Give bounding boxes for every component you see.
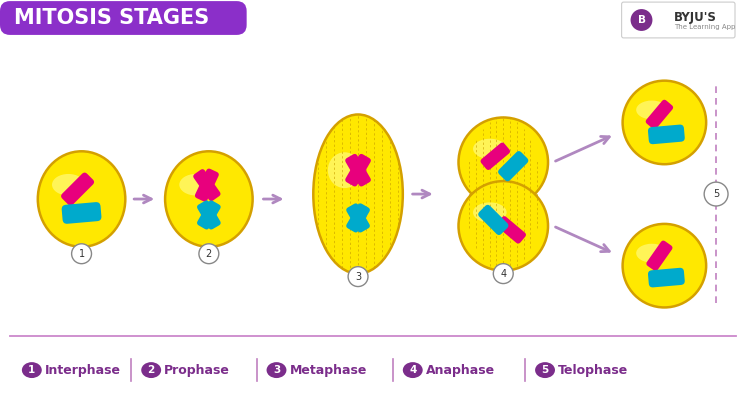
FancyBboxPatch shape [346, 203, 370, 232]
FancyBboxPatch shape [62, 202, 101, 224]
Circle shape [704, 182, 728, 206]
Ellipse shape [636, 244, 668, 263]
Text: 4: 4 [409, 365, 416, 375]
Text: 1: 1 [28, 365, 35, 375]
Ellipse shape [473, 139, 506, 159]
Text: 2: 2 [206, 249, 212, 259]
Ellipse shape [328, 152, 362, 188]
FancyBboxPatch shape [646, 240, 673, 271]
Text: Telophase: Telophase [558, 364, 628, 377]
Text: MITOSIS STAGES: MITOSIS STAGES [14, 8, 209, 28]
FancyBboxPatch shape [646, 100, 674, 129]
Text: 1: 1 [79, 249, 85, 259]
Ellipse shape [636, 101, 668, 119]
Text: 2: 2 [148, 365, 154, 375]
Circle shape [348, 267, 368, 287]
Text: 3: 3 [355, 272, 361, 282]
FancyBboxPatch shape [61, 173, 94, 206]
FancyBboxPatch shape [481, 142, 510, 170]
Ellipse shape [622, 224, 706, 308]
Ellipse shape [165, 151, 253, 247]
Text: 5: 5 [713, 189, 719, 199]
Circle shape [631, 9, 652, 31]
Circle shape [494, 264, 513, 283]
Ellipse shape [266, 362, 286, 378]
Text: BYJU'S: BYJU'S [674, 11, 717, 24]
FancyBboxPatch shape [498, 151, 528, 181]
Ellipse shape [314, 115, 403, 274]
FancyBboxPatch shape [496, 216, 526, 244]
Ellipse shape [458, 181, 548, 271]
Ellipse shape [535, 362, 555, 378]
Ellipse shape [473, 202, 506, 222]
FancyBboxPatch shape [478, 205, 508, 235]
FancyBboxPatch shape [648, 125, 685, 144]
FancyBboxPatch shape [345, 154, 371, 187]
Text: Metaphase: Metaphase [290, 364, 367, 377]
Ellipse shape [52, 174, 85, 196]
Ellipse shape [38, 151, 125, 247]
FancyBboxPatch shape [194, 169, 220, 201]
Ellipse shape [22, 362, 42, 378]
Text: B: B [638, 15, 646, 25]
FancyBboxPatch shape [346, 203, 370, 232]
FancyBboxPatch shape [197, 200, 220, 229]
Circle shape [71, 244, 92, 264]
Ellipse shape [622, 81, 706, 164]
FancyBboxPatch shape [345, 154, 371, 187]
Ellipse shape [403, 362, 423, 378]
FancyBboxPatch shape [195, 169, 219, 202]
FancyBboxPatch shape [0, 1, 247, 35]
Text: Interphase: Interphase [45, 364, 121, 377]
Text: Prophase: Prophase [164, 364, 230, 377]
Text: 3: 3 [273, 365, 280, 375]
Circle shape [199, 244, 219, 264]
Ellipse shape [458, 117, 548, 207]
Text: The Learning App: The Learning App [674, 24, 736, 30]
Ellipse shape [141, 362, 161, 378]
Text: 5: 5 [542, 365, 549, 375]
FancyBboxPatch shape [622, 2, 735, 38]
Ellipse shape [179, 174, 212, 196]
Text: 4: 4 [500, 269, 506, 279]
Text: Anaphase: Anaphase [426, 364, 495, 377]
FancyBboxPatch shape [648, 268, 685, 288]
FancyBboxPatch shape [197, 200, 220, 229]
